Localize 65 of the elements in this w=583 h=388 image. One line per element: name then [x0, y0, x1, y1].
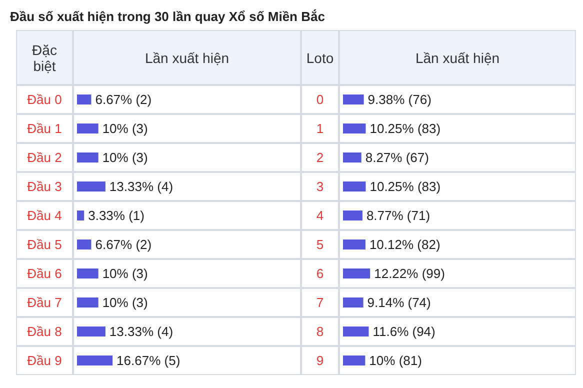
bar: [343, 326, 369, 336]
y-axis-title: Loto: [301, 30, 339, 85]
bar: [343, 152, 362, 162]
data-label: 9.38% (76): [368, 92, 432, 107]
y-tick-label: 7: [316, 295, 324, 310]
data-label: 10% (3): [102, 266, 148, 281]
data-label: 13.33% (4): [109, 324, 174, 339]
data-label: 10% (3): [102, 150, 148, 165]
bar: [77, 182, 106, 192]
bar: [343, 210, 362, 220]
data-label: 12.22% (99): [374, 266, 445, 281]
y-tick-label: Đầu 0: [27, 92, 62, 107]
y-tick-label: Đầu 4: [27, 208, 62, 223]
data-label: 10.25% (83): [370, 121, 441, 136]
bar: [77, 152, 98, 162]
data-label: 10.12% (82): [369, 237, 440, 252]
y-tick-label: Đầu 5: [27, 237, 62, 252]
y-tick-label: 6: [316, 266, 324, 281]
bar: [77, 94, 92, 104]
y-tick-label: Đầu 3: [27, 179, 62, 194]
bar: [77, 240, 92, 250]
data-label: 10% (3): [102, 295, 148, 310]
data-label: 13.33% (4): [109, 179, 174, 194]
y-axis-title: Đặc biệt: [16, 30, 73, 85]
bar: [343, 94, 364, 104]
text: Đầu số xuất hiện trong 30 lần quay Xổ số Miền Bắc: [10, 9, 325, 24]
data-label: 10% (81): [369, 353, 422, 368]
bar: [77, 210, 84, 220]
data-label: 8.27% (67): [365, 150, 429, 165]
bar: [343, 182, 366, 192]
y-tick-label: Đầu 7: [27, 295, 62, 310]
y-tick-label: 3: [316, 179, 324, 194]
data-label: 10% (3): [102, 121, 148, 136]
data-label: 9.14% (74): [367, 295, 431, 310]
bar: [343, 298, 364, 308]
data-label: 6.67% (2): [95, 237, 152, 252]
y-tick-label: 1: [316, 121, 324, 136]
data-label: 11.6% (94): [372, 324, 436, 339]
bar: [77, 268, 98, 278]
x-axis-title: Lần xuất hiện: [73, 30, 301, 85]
y-tick-label: 5: [316, 237, 324, 252]
y-tick-label: Đầu 1: [27, 121, 62, 136]
bar: [343, 124, 366, 134]
x-axis-title: Lần xuất hiện: [339, 30, 576, 85]
data-label: 16.67% (5): [116, 353, 180, 368]
bar: [343, 356, 366, 366]
bar: [343, 240, 366, 250]
y-tick-label: Đầu 6: [27, 266, 62, 281]
y-tick-label: Đầu 8: [27, 324, 62, 339]
data-label: 8.77% (71): [366, 208, 430, 223]
data-label: 10.25% (83): [370, 179, 441, 194]
bar: [77, 298, 98, 308]
bar: [77, 326, 106, 336]
y-tick-label: Đầu 2: [27, 150, 62, 165]
bar: [77, 124, 98, 134]
data-label: 6.67% (2): [95, 92, 152, 107]
y-tick-label: 4: [316, 208, 324, 223]
y-tick-label: 8: [316, 324, 324, 339]
data-label: 3.33% (1): [88, 208, 144, 223]
bar: [77, 356, 113, 366]
bar: [343, 268, 370, 278]
y-tick-label: Đầu 9: [27, 353, 62, 368]
y-tick-label: 2: [316, 150, 324, 165]
y-tick-label: 9: [316, 353, 324, 368]
y-tick-label: 0: [316, 92, 324, 107]
